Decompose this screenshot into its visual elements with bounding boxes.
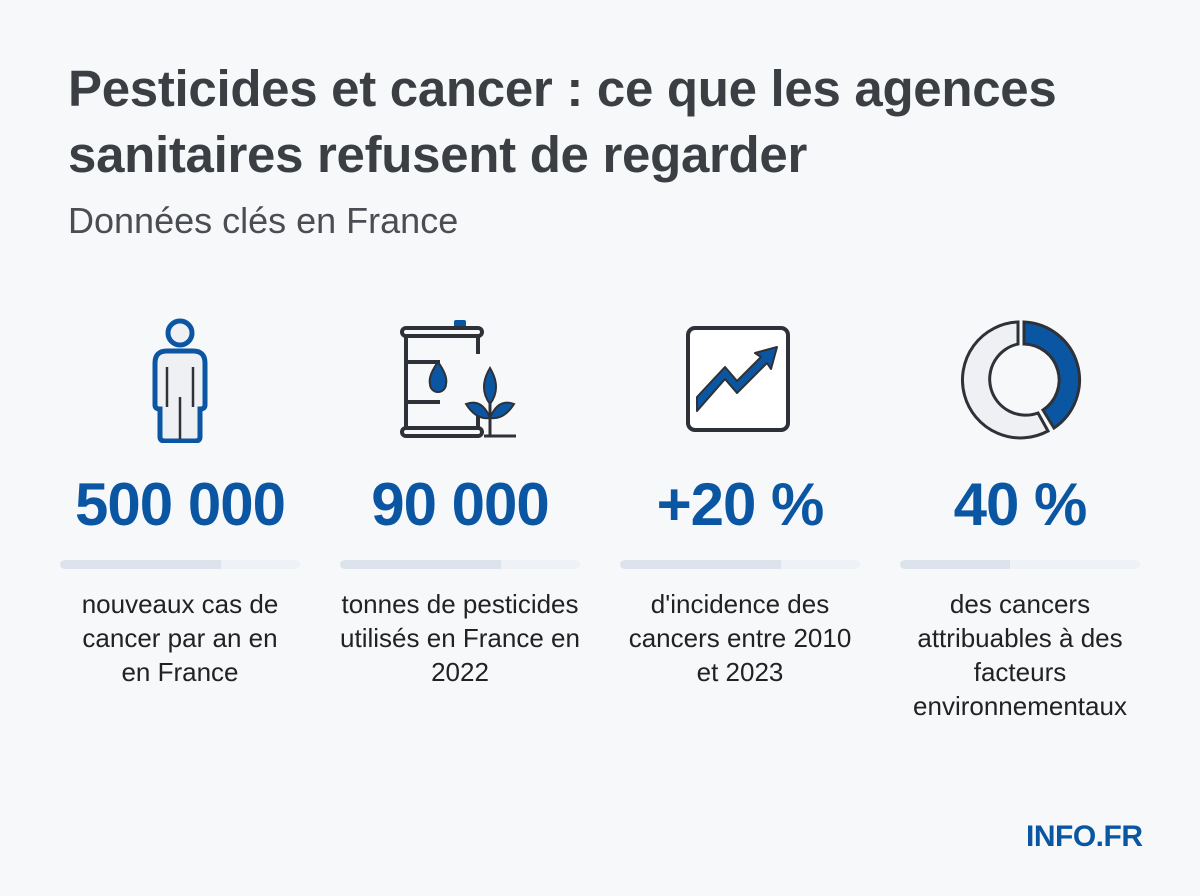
stat-bar-fill xyxy=(340,560,501,569)
stat-bar xyxy=(60,560,300,569)
stat-bar xyxy=(620,560,860,569)
pesticide-barrel-plant-icon xyxy=(340,310,580,450)
stat-bar-fill xyxy=(60,560,221,569)
brand-logo: INFO.FR xyxy=(1026,820,1143,853)
trend-up-chart-icon xyxy=(620,310,860,450)
stat-bar-fill xyxy=(900,560,1011,569)
page-subtitle: Données clés en France xyxy=(68,200,459,241)
stat-card: 40 % des cancers attribuables à des fact… xyxy=(900,310,1140,723)
stat-card: 500 000 nouveaux cas de cancer par an en… xyxy=(60,310,300,689)
stat-description: des cancers attribuables à des facteurs … xyxy=(913,589,1127,721)
stat-description: tonnes de pesticides utilisés en France … xyxy=(340,589,580,687)
person-icon xyxy=(60,310,300,450)
stat-bar xyxy=(900,560,1140,569)
stat-value: +20 % xyxy=(656,471,825,538)
stat-card: 90 000 tonnes de pesticides utilisés en … xyxy=(340,310,580,689)
stat-card: +20 % d'incidence des cancers entre 2010… xyxy=(620,310,860,689)
stat-bar xyxy=(340,560,580,569)
donut-chart-icon xyxy=(900,310,1140,450)
stat-description: d'incidence des cancers entre 2010 et 20… xyxy=(628,589,852,687)
stat-bar-fill xyxy=(620,560,781,569)
page-title: Pesticides et cancer : ce que les agence… xyxy=(68,60,1057,183)
stat-description: nouveaux cas de cancer par an en en Fran… xyxy=(81,589,279,687)
stat-value: 500 000 xyxy=(75,471,286,538)
stat-value: 90 000 xyxy=(371,471,550,538)
stat-value: 40 % xyxy=(953,471,1088,538)
